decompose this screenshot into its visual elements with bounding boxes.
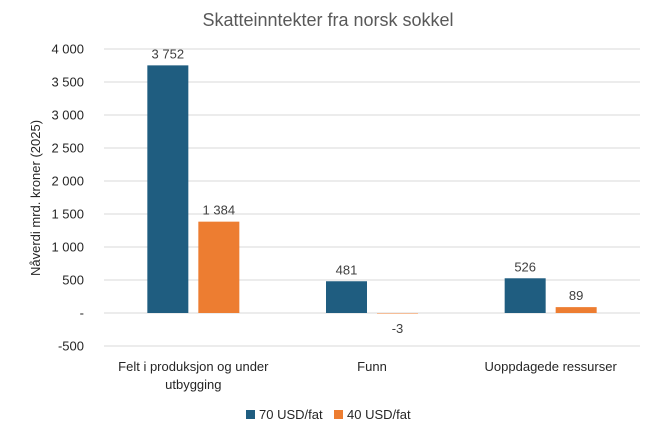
data-label: 89 — [569, 288, 583, 303]
category-label: Uoppdagede ressurser — [485, 359, 618, 374]
data-label: -3 — [392, 321, 404, 336]
y-axis-title: Nåverdi mrd. kroner (2025) — [28, 120, 43, 276]
category-labels: Felt i produksjon og under utbygging Funn U… — [118, 359, 617, 392]
category-label: utbygging — [165, 377, 221, 392]
legend-label: 70 USD/fat — [259, 407, 323, 422]
data-label: 481 — [336, 262, 358, 277]
bar-series2 — [198, 221, 240, 313]
category-label: Felt i produksjon og under — [118, 359, 269, 374]
legend: 70 USD/fat 40 USD/fat — [246, 407, 411, 422]
bar-series1 — [147, 65, 189, 313]
legend-swatch — [334, 410, 343, 419]
bar-series1 — [504, 278, 546, 313]
bar-series2 — [555, 307, 597, 313]
gridlines — [104, 48, 640, 347]
y-tick-label: 1 000 — [51, 240, 84, 255]
y-tick-label: - — [80, 306, 84, 321]
category-label: Funn — [357, 359, 387, 374]
chart-title: Skatteinntekter fra norsk sokkel — [202, 10, 453, 30]
bars — [147, 65, 597, 314]
y-tick-label: 3 500 — [51, 75, 84, 90]
y-tick-label: -500 — [58, 339, 84, 354]
y-tick-label: 500 — [62, 273, 84, 288]
data-label: 526 — [514, 259, 536, 274]
bar-series2 — [377, 313, 418, 314]
y-tick-label: 4 000 — [51, 42, 84, 57]
y-tick-label: 2 000 — [51, 174, 84, 189]
y-tick-label: 3 000 — [51, 108, 84, 123]
y-tick-label: 1 500 — [51, 207, 84, 222]
bar-series1 — [326, 281, 367, 313]
legend-label: 40 USD/fat — [347, 407, 411, 422]
data-label: 1 384 — [203, 203, 236, 218]
data-labels: 3 752 1 384 481 -3 526 89 — [152, 46, 584, 336]
data-label: 3 752 — [152, 46, 185, 61]
y-tick-label: 2 500 — [51, 141, 84, 156]
legend-swatch — [246, 410, 255, 419]
